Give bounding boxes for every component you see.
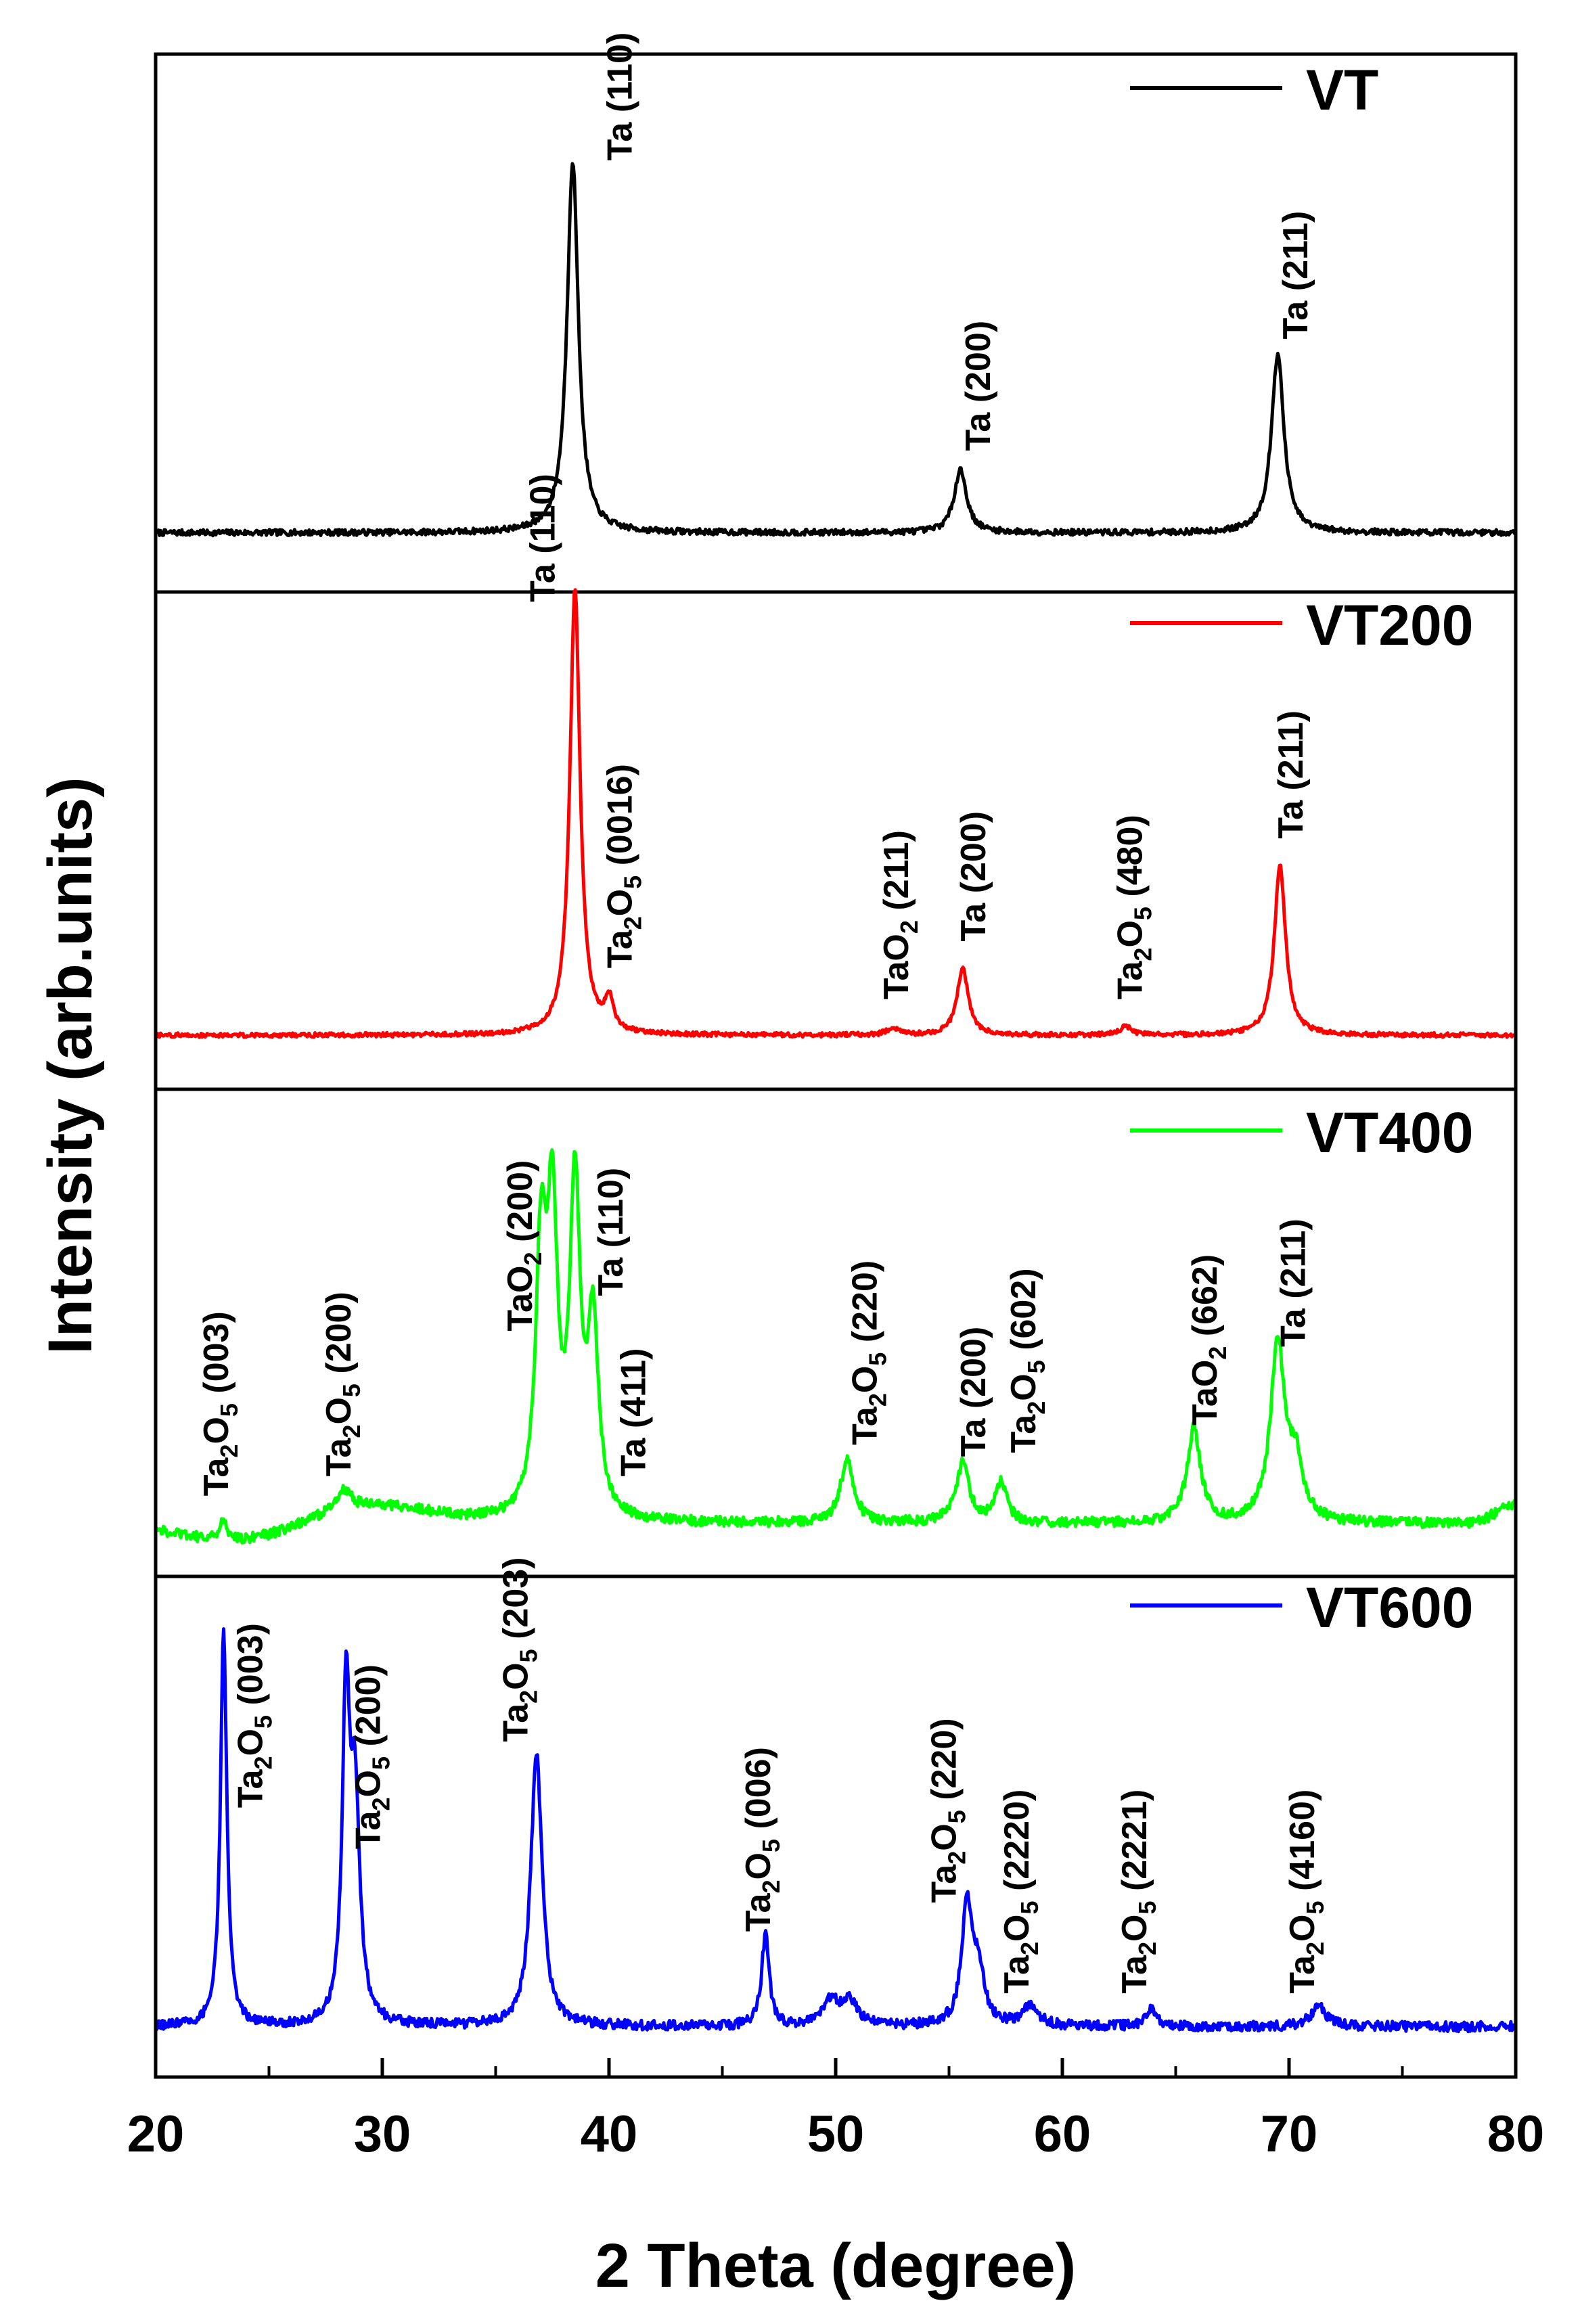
series-line-vt600	[154, 1627, 1517, 2034]
peak-label: Ta2​O5​ (602)	[1004, 1268, 1050, 1453]
peak-label: Ta (200)	[954, 811, 993, 942]
peak-label: Ta2​O5​ (220)	[845, 1260, 891, 1445]
x-axis-label: 2 Theta (degree)	[595, 2231, 1077, 2300]
peak-label: Ta (211)	[1274, 1218, 1313, 1347]
legend-label: VT200	[1306, 593, 1474, 657]
peak-label: Ta2​O5​ (2221)	[1115, 1790, 1161, 1994]
series-line-vt400	[154, 1148, 1517, 1545]
peak-label: Ta2​O5​ (200)	[319, 1292, 365, 1476]
legend-vt600: VT600	[1130, 1576, 1474, 1639]
peak-label: Ta2​O5​ (003)	[197, 1311, 243, 1496]
peak-label: Ta (110)	[591, 1168, 631, 1296]
peak-label: Ta (211)	[1276, 211, 1315, 340]
series-line-vt	[154, 162, 1518, 538]
x-tick-label: 60	[1034, 2105, 1091, 2163]
x-tick-label: 40	[581, 2105, 638, 2163]
peak-label: Ta2​O5​ (200)	[349, 1664, 395, 1849]
peak-label: TaO2​ (662)	[1186, 1254, 1232, 1426]
panel-vt600: VT600 Ta2​O5​ (003) Ta2​O5​ (200) Ta2​O5​ (…	[154, 1557, 1517, 2034]
x-tick-label: 50	[807, 2105, 865, 2163]
peak-label: Ta2​O5​ (0016)	[601, 764, 647, 968]
x-tick-label: 20	[127, 2105, 185, 2163]
peak-label: Ta (200)	[959, 321, 998, 451]
x-tick-label: 70	[1261, 2105, 1318, 2163]
peak-label: Ta2​O5​ (480)	[1110, 815, 1156, 999]
peak-label: Ta2​O5​ (2220)	[997, 1790, 1043, 1994]
peak-label: Ta2​O5​ (4160)	[1283, 1790, 1329, 1994]
peak-label: TaO2​ (200)	[501, 1160, 547, 1331]
legend-vt: VT	[1130, 58, 1378, 122]
peak-label: Ta (211)	[1271, 710, 1311, 839]
peak-label: Ta (411)	[614, 1348, 654, 1477]
y-axis-label: Intensity (arb.units)	[36, 777, 105, 1354]
x-axis: 20 30 40 50 60 70 80	[127, 2058, 1545, 2163]
legend-label: VT	[1306, 58, 1378, 122]
peak-label: Ta (110)	[601, 32, 640, 161]
legend-label: VT600	[1306, 1576, 1474, 1639]
series-line-vt200	[154, 588, 1517, 1039]
peak-label: Ta (110)	[524, 474, 563, 602]
legend-label: VT400	[1306, 1101, 1474, 1164]
legend-vt400: VT400	[1130, 1101, 1474, 1164]
peak-label: TaO2​ (211)	[877, 830, 923, 999]
panel-vt400: VT400 Ta2​O5​ (003) Ta2​O5​ (200) TaO2​ (20…	[154, 1087, 1517, 1545]
x-tick-label: 80	[1487, 2105, 1545, 2163]
peak-label: Ta (200)	[954, 1327, 993, 1457]
peak-label: Ta2​O5​ (006)	[739, 1747, 785, 1932]
peak-label: Ta2​O5​ (203)	[496, 1557, 542, 1742]
panel-vt: VT Ta (110) Ta (200) Ta (211)	[154, 32, 1518, 538]
legend-vt200: VT200	[1130, 593, 1474, 657]
x-tick-label: 30	[354, 2105, 411, 2163]
panels: VT Ta (110) Ta (200) Ta (211) VT200 Ta (110) T…	[154, 32, 1518, 2034]
peak-label: Ta2​O5​ (220)	[925, 1718, 971, 1903]
panel-vt200: VT200 Ta (110) Ta2​O5​ (0016) TaO2​ (211) Ta…	[154, 474, 1517, 1039]
peak-label: Ta2​O5​ (003)	[231, 1623, 277, 1808]
